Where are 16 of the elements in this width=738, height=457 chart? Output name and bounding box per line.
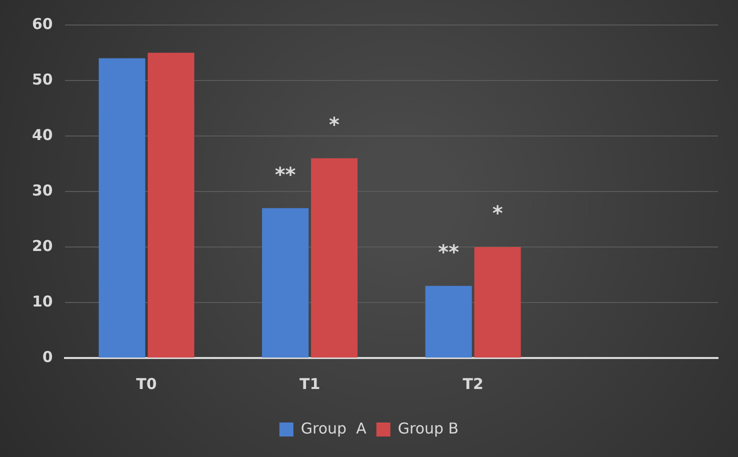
legend-label: Group A [300,419,368,438]
y-tick-label: 60 [32,14,53,33]
legend-label: Group B [398,419,459,438]
y-tick-label: 30 [32,181,53,200]
annotation: * [492,201,504,226]
y-tick-label: 50 [32,70,53,88]
x-tick-label: T0 [136,374,157,393]
y-tick-label: 20 [32,236,53,255]
annotation: ** [438,240,460,264]
annotation: ** [274,162,296,186]
y-tick-label: 0 [42,348,53,366]
annotation: * [329,112,340,136]
y-tick-label: 10 [32,292,53,310]
x-tick-label: T2 [462,374,484,393]
y-tick-label: 40 [32,126,53,144]
x-tick-label: T1 [299,374,320,393]
